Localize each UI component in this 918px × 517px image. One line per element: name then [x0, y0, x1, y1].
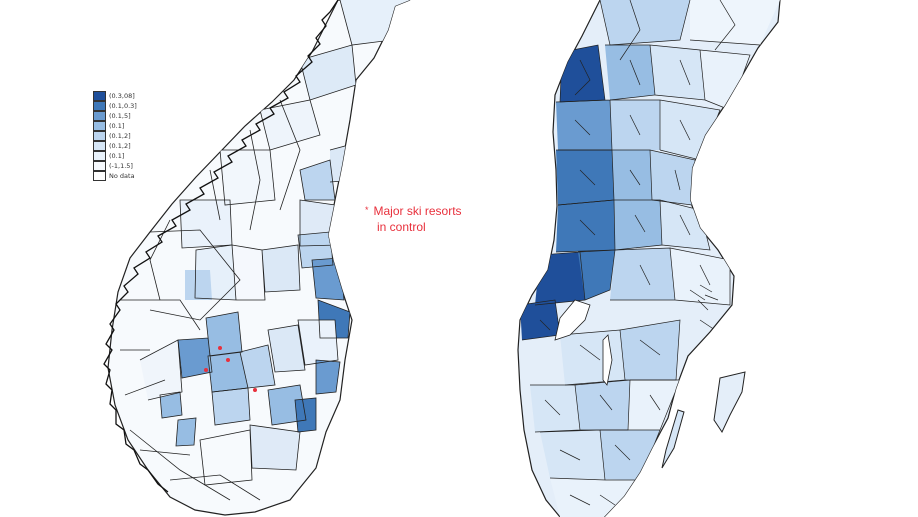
sweden-municipalities [520, 0, 780, 517]
legend-swatch [93, 111, 106, 121]
legend-label: (0.1,2] [109, 132, 131, 140]
legend-swatch [93, 151, 106, 161]
gotland-island [713, 371, 746, 434]
sweden-borders [519, 0, 761, 506]
resort-markers [204, 346, 257, 392]
legend-swatch [93, 141, 106, 151]
legend-item: (0.1,2] [93, 131, 163, 141]
legend-label: (0.3,08] [109, 92, 135, 100]
legend-swatch [93, 161, 106, 171]
map-legend: (0.3,08] (0.1,0.3] (0.1,5] (0.1] (0.1,2] (0.1… [93, 91, 163, 181]
ski-resort-annotation: * Major ski resorts in control [365, 202, 462, 235]
legend-label: (0.1,0.3] [109, 102, 137, 110]
legend-label: (0.1] [109, 122, 125, 130]
annotation-line-2: in control [377, 220, 426, 234]
norway-borders [120, 0, 393, 501]
lake [602, 334, 613, 386]
oland-island [661, 409, 685, 469]
resort-marker [204, 368, 208, 372]
legend-label: (0.1] [109, 152, 125, 160]
resort-marker [218, 346, 222, 350]
legend-item: (0.1,5] [93, 111, 163, 121]
norway-municipalities [140, 0, 410, 485]
legend-item: No data [93, 171, 163, 181]
resort-marker [226, 358, 230, 362]
legend-label: (0.1,5] [109, 112, 131, 120]
resort-star-icon: * [365, 205, 369, 215]
legend-swatch [93, 91, 106, 101]
legend-label: (0.1,2] [109, 142, 131, 150]
legend-label: (-1,1.5] [109, 162, 133, 170]
legend-item: (0.1] [93, 121, 163, 131]
legend-swatch [93, 101, 106, 111]
legend-swatch [93, 131, 106, 141]
legend-label: No data [109, 172, 135, 180]
legend-swatch [93, 171, 106, 181]
legend-swatch [93, 121, 106, 131]
legend-item: (0.1,0.3] [93, 101, 163, 111]
sweden-map [517, 0, 781, 517]
legend-item: (0.1] [93, 151, 163, 161]
legend-item: (0.1,2] [93, 141, 163, 151]
legend-item: (-1,1.5] [93, 161, 163, 171]
resort-marker [253, 388, 257, 392]
annotation-line-1: Major ski resorts [373, 204, 462, 218]
lake [554, 299, 591, 341]
legend-item: (0.3,08] [93, 91, 163, 101]
norway-map [103, 0, 411, 516]
norway-coastline [103, 0, 339, 493]
